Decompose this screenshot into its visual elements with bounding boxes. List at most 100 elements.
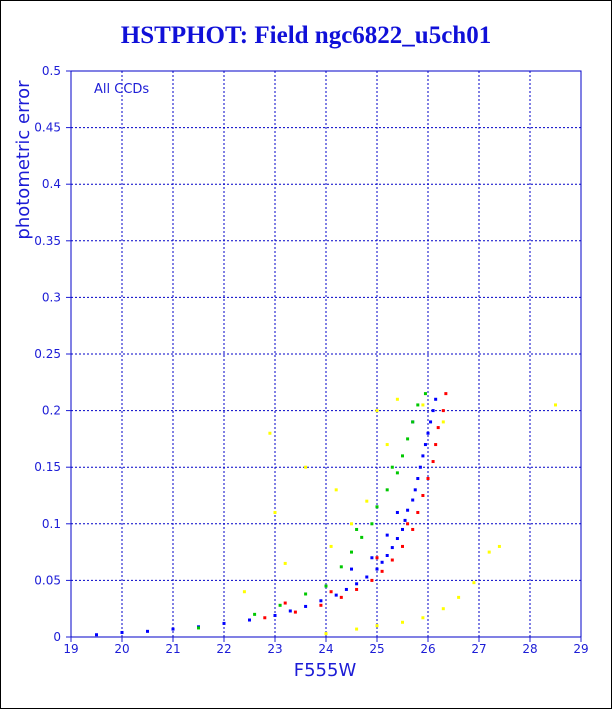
y-tick-label: 0.1	[42, 517, 61, 531]
data-point	[350, 567, 353, 571]
all-ccds-annotation: All CCDs	[94, 82, 149, 97]
data-point	[370, 522, 374, 526]
data-point	[278, 603, 282, 607]
data-point	[395, 510, 399, 514]
data-point	[248, 618, 251, 622]
data-point	[370, 578, 374, 582]
data-point	[401, 527, 404, 531]
data-point	[423, 392, 427, 396]
data-point	[319, 599, 323, 603]
data-point	[283, 601, 287, 605]
data-point	[431, 409, 435, 413]
data-point	[411, 498, 415, 502]
data-point	[375, 567, 379, 571]
data-point	[329, 544, 333, 548]
x-axis-label: F555W	[294, 660, 357, 681]
data-point	[242, 590, 246, 594]
data-point	[395, 397, 399, 401]
data-point	[324, 584, 328, 588]
data-point	[413, 488, 417, 492]
y-tick-label: 0.15	[34, 460, 61, 474]
data-point	[334, 488, 338, 492]
data-point	[288, 609, 292, 613]
data-point	[293, 610, 297, 614]
y-tick-label: 0.2	[42, 404, 61, 418]
data-point	[429, 420, 433, 424]
data-point	[426, 431, 430, 435]
data-point	[324, 632, 328, 636]
y-tick-label: 0.25	[34, 347, 61, 361]
data-point	[263, 616, 267, 620]
data-point	[421, 616, 425, 620]
data-point	[375, 505, 379, 509]
data-point	[416, 403, 420, 407]
data-point	[421, 403, 425, 407]
data-point	[406, 508, 410, 512]
data-point	[304, 465, 308, 469]
y-tick-labels: 0 0.05 0.1 0.15 0.2 0.25 0.3 0.35 0.4 0.45 0.5	[34, 64, 71, 644]
data-point	[171, 627, 175, 631]
x-tick-label: 25	[369, 642, 384, 656]
data-point	[355, 627, 359, 631]
data-point	[120, 630, 124, 634]
data-point	[390, 465, 394, 469]
data-point	[421, 454, 425, 458]
data-point	[423, 443, 427, 447]
data-point	[197, 626, 200, 630]
data-point	[487, 550, 491, 554]
data-point	[304, 604, 308, 608]
data-point	[319, 603, 323, 607]
data-point	[497, 544, 501, 548]
x-tick-label: 23	[267, 642, 282, 656]
y-tick-label: 0	[53, 630, 61, 644]
data-point	[395, 537, 399, 541]
data-point	[334, 593, 338, 597]
data-point	[146, 629, 149, 633]
data-point	[283, 561, 287, 565]
x-tick-labels: 19 20 21 22 23 24 25 26 27 28 29	[63, 637, 589, 656]
data-point	[416, 510, 420, 514]
data-point	[339, 595, 343, 599]
data-point	[441, 607, 445, 611]
data-point	[403, 518, 407, 522]
x-tick-label: 21	[165, 642, 180, 656]
data-point	[365, 575, 369, 579]
data-point	[350, 550, 353, 554]
data-point	[95, 633, 98, 637]
data-point	[268, 431, 272, 435]
data-point	[355, 582, 359, 586]
x-tick-label: 26	[420, 642, 435, 656]
x-tick-label: 24	[318, 642, 333, 656]
data-point	[418, 465, 422, 469]
data-point	[401, 620, 404, 624]
data-point	[365, 499, 369, 503]
data-point	[380, 569, 384, 573]
x-tick-label: 29	[573, 642, 588, 656]
data-point	[472, 581, 476, 585]
data-point	[222, 621, 226, 625]
data-point	[436, 426, 440, 430]
y-tick-label: 0.35	[34, 234, 61, 248]
data-point	[457, 595, 461, 599]
data-point	[370, 556, 374, 560]
data-point	[385, 443, 389, 447]
x-tick-label: 27	[471, 642, 486, 656]
data-point	[375, 556, 379, 560]
data-points	[95, 392, 557, 637]
data-point	[395, 471, 399, 475]
data-point	[380, 560, 384, 564]
grid-lines	[71, 71, 581, 637]
chart-title: HSTPHOT: Field ngc6822_u5ch01	[120, 22, 492, 49]
y-tick-label: 0.5	[42, 64, 61, 78]
data-point	[355, 587, 359, 591]
data-point	[375, 409, 379, 413]
data-point	[411, 420, 415, 424]
data-point	[421, 494, 425, 497]
data-point	[426, 477, 430, 481]
data-point	[350, 522, 353, 526]
data-point	[441, 420, 445, 424]
x-tick-label: 28	[522, 642, 537, 656]
data-point	[253, 612, 257, 616]
x-tick-label: 22	[216, 642, 231, 656]
data-point	[401, 454, 404, 458]
